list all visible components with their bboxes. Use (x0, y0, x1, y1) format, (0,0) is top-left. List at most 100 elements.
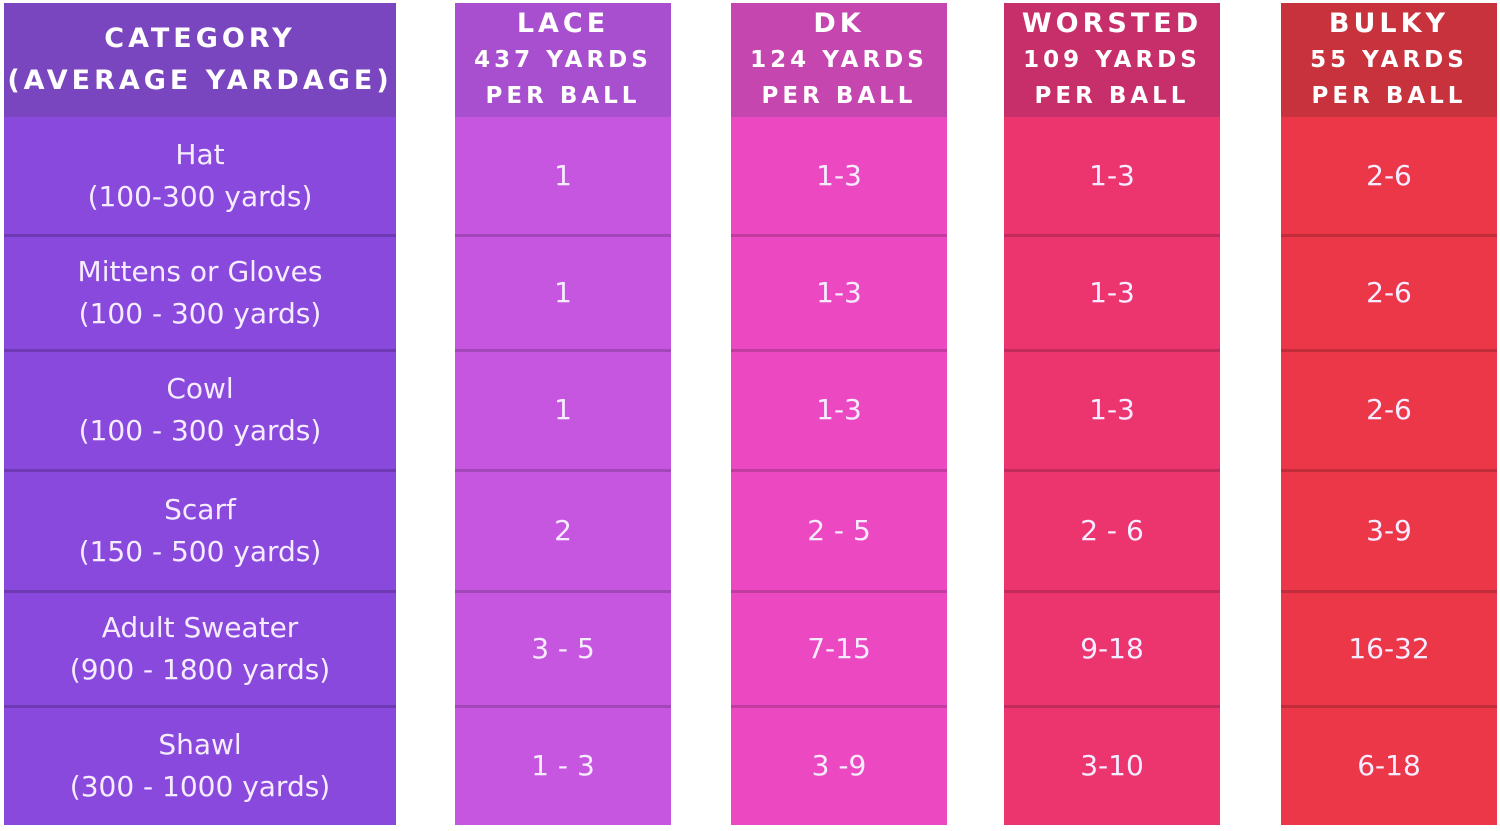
category-cell: Cowl (100 - 300 yards) (4, 350, 396, 470)
category-column: CATEGORY (AVERAGE YARDAGE) Hat (100-300 yar… (4, 3, 396, 825)
ball-count: 7-15 (807, 631, 871, 665)
yarn-column-worsted: WORSTED 109 YARDS PER BALL 1-3 1-3 1-3 2 - 6 9-… (1004, 3, 1220, 825)
ball-count: 1-3 (1089, 159, 1135, 192)
row-divider (1004, 469, 1220, 472)
ball-count-cell: 1 - 3 (455, 706, 671, 825)
category-header-title: CATEGORY (104, 23, 296, 54)
row-divider (731, 234, 947, 237)
yarn-yardage: 55 YARDS (1310, 47, 1468, 73)
category-name: Hat (175, 138, 225, 171)
category-header: CATEGORY (AVERAGE YARDAGE) (4, 3, 396, 117)
yarn-weight-name: LACE (516, 8, 610, 39)
row-divider (1281, 234, 1497, 237)
ball-count: 3 -9 (811, 748, 867, 782)
row-divider (1004, 705, 1220, 708)
ball-count: 1 (554, 393, 572, 426)
category-yardage: (100 - 300 yards) (78, 296, 322, 330)
ball-count: 1-3 (816, 275, 862, 309)
row-divider (731, 349, 947, 352)
row-divider (1281, 590, 1497, 593)
category-cell: Adult Sweater (900 - 1800 yards) (4, 591, 396, 706)
ball-count-cell: 6-18 (1281, 706, 1497, 825)
yarn-per-ball: PER BALL (1034, 83, 1190, 109)
ball-count: 1 - 3 (531, 748, 595, 782)
ball-count-cell: 2-6 (1281, 117, 1497, 235)
yarn-column-lace: LACE 437 YARDS PER BALL 1 1 1 2 3 - 5 1 - 3 (455, 3, 671, 825)
yarn-yardage: 437 YARDS (474, 47, 652, 73)
yarn-header-dk: DK 124 YARDS PER BALL (731, 3, 947, 117)
ball-count-cell: 3-10 (1004, 706, 1220, 825)
ball-count: 2 - 6 (1080, 513, 1144, 547)
ball-count: 2 (554, 513, 572, 547)
row-divider (455, 469, 671, 472)
ball-count-cell: 1 (455, 117, 671, 235)
row-divider (455, 590, 671, 593)
row-divider (1281, 349, 1497, 352)
ball-count: 3 - 5 (531, 631, 595, 665)
row-divider (1004, 349, 1220, 352)
yarn-header-lace: LACE 437 YARDS PER BALL (455, 3, 671, 117)
ball-count: 2-6 (1366, 393, 1412, 426)
category-yardage: (900 - 1800 yards) (69, 652, 331, 686)
ball-count-cell: 2-6 (1281, 235, 1497, 350)
category-name: Cowl (166, 372, 234, 405)
yarn-weight-name: WORSTED (1021, 8, 1203, 39)
ball-count-cell: 1-3 (731, 117, 947, 235)
category-cell: Scarf (150 - 500 yards) (4, 470, 396, 591)
category-yardage: (150 - 500 yards) (78, 534, 322, 568)
category-header-subtitle: (AVERAGE YARDAGE) (7, 65, 393, 96)
ball-count: 2-6 (1366, 159, 1412, 192)
category-cell: Shawl (300 - 1000 yards) (4, 706, 396, 825)
ball-count-cell: 16-32 (1281, 591, 1497, 706)
row-divider (4, 469, 396, 472)
row-divider (4, 705, 396, 708)
row-divider (4, 234, 396, 237)
ball-count-cell: 1-3 (731, 350, 947, 470)
yarn-weight-name: DK (813, 8, 865, 39)
row-divider (1281, 469, 1497, 472)
yarn-weight-name: BULKY (1328, 8, 1450, 39)
category-name: Mittens or Gloves (77, 254, 323, 288)
ball-count-cell: 2 - 6 (1004, 470, 1220, 591)
yarn-header-worsted: WORSTED 109 YARDS PER BALL (1004, 3, 1220, 117)
yarn-column-dk: DK 124 YARDS PER BALL 1-3 1-3 1-3 2 - 5 7-15 3 -… (731, 3, 947, 825)
ball-count: 1-3 (816, 393, 862, 426)
ball-count-cell: 3 -9 (731, 706, 947, 825)
yarn-yardage: 124 YARDS (750, 47, 928, 73)
ball-count-cell: 2 (455, 470, 671, 591)
row-divider (455, 349, 671, 352)
ball-count: 2-6 (1366, 275, 1412, 309)
row-divider (1004, 590, 1220, 593)
ball-count: 1-3 (1089, 393, 1135, 426)
yarn-per-ball: PER BALL (761, 83, 917, 109)
category-name: Scarf (164, 492, 236, 526)
category-cell: Hat (100-300 yards) (4, 117, 396, 235)
category-cell: Mittens or Gloves (100 - 300 yards) (4, 235, 396, 350)
ball-count: 3-10 (1080, 748, 1144, 782)
ball-count-cell: 3 - 5 (455, 591, 671, 706)
ball-count: 2 - 5 (807, 513, 871, 547)
row-divider (4, 590, 396, 593)
row-divider (455, 234, 671, 237)
ball-count-cell: 9-18 (1004, 591, 1220, 706)
ball-count-cell: 1-3 (1004, 350, 1220, 470)
ball-count: 1-3 (816, 159, 862, 192)
ball-count: 1 (554, 275, 572, 309)
row-divider (455, 705, 671, 708)
ball-count-cell: 1-3 (1004, 117, 1220, 235)
ball-count: 16-32 (1348, 631, 1430, 665)
ball-count-cell: 3-9 (1281, 470, 1497, 591)
ball-count: 6-18 (1357, 748, 1421, 782)
yarn-per-ball: PER BALL (1311, 83, 1467, 109)
row-divider (731, 590, 947, 593)
category-yardage: (100 - 300 yards) (78, 414, 322, 447)
ball-count-cell: 1-3 (1004, 235, 1220, 350)
yarn-column-bulky: BULKY 55 YARDS PER BALL 2-6 2-6 2-6 3-9 16-32 6-… (1281, 3, 1497, 825)
category-yardage: (100-300 yards) (87, 180, 313, 213)
category-name: Shawl (158, 727, 242, 761)
category-name: Adult Sweater (101, 610, 299, 644)
ball-count-cell: 1 (455, 350, 671, 470)
ball-count: 1-3 (1089, 275, 1135, 309)
ball-count-cell: 1 (455, 235, 671, 350)
ball-count: 1 (554, 159, 572, 192)
